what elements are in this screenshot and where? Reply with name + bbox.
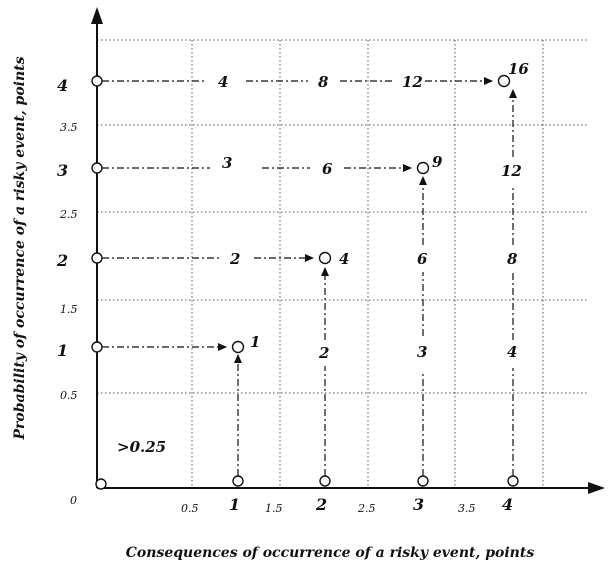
node-x1 (232, 475, 244, 487)
y-tick-1: 1 (57, 341, 68, 360)
y-tick-1-5: 1.5 (60, 303, 78, 316)
product-1: 1 (250, 333, 260, 351)
node-4 (318, 251, 332, 265)
y-tick-3-5: 3.5 (60, 121, 78, 134)
product-col3-a: 3 (417, 343, 427, 361)
product-col4-b: 8 (507, 250, 518, 268)
x-ticks: 0 0.5 1 1.5 2 2.5 3 3.5 4 (70, 494, 513, 515)
x-tick-3-5: 3.5 (458, 502, 476, 515)
product-9: 9 (432, 153, 443, 171)
y-tick-4: 4 (57, 76, 68, 95)
x-axis-title: Consequences of occurrence of a risky ev… (126, 545, 535, 561)
node-y2 (91, 252, 103, 264)
product-row3-a: 3 (222, 154, 232, 172)
product-row4-b: 8 (318, 73, 329, 91)
node-x3 (417, 475, 429, 487)
product-col4-a: 4 (507, 343, 517, 361)
x-tick-2: 2 (315, 495, 327, 514)
y-tick-0-5: 0.5 (60, 389, 78, 402)
column-arrows (234, 89, 517, 476)
node-x2 (319, 475, 331, 487)
node-y1 (91, 341, 103, 353)
product-col2-mid: 2 (318, 344, 329, 362)
y-ticks: 4 3.5 3 2.5 2 1.5 1 0.5 (56, 76, 78, 402)
product-row3-b: 6 (322, 160, 333, 178)
grid (97, 39, 588, 487)
x-tick-3: 3 (413, 495, 424, 514)
node-1 (231, 340, 245, 354)
node-y4 (91, 75, 103, 87)
region-label: >0.25 (117, 438, 166, 456)
node-origin (95, 478, 107, 490)
y-tick-3: 3 (57, 161, 68, 180)
x-tick-2-5: 2.5 (357, 502, 376, 515)
x-tick-0-5: 0.5 (181, 502, 199, 515)
product-col3-b: 6 (417, 250, 428, 268)
axes (91, 7, 605, 494)
node-y3 (91, 162, 103, 174)
y-tick-2-5: 2.5 (59, 208, 78, 221)
nodes (91, 74, 519, 490)
y-axis-title: Probability of occurrence of a risky eve… (12, 56, 28, 440)
product-4: 4 (339, 250, 349, 268)
product-labels: 1 2 4 3 6 9 4 8 12 16 2 3 6 4 8 12 (218, 60, 529, 362)
origin-label: 0 (70, 494, 77, 507)
node-16 (497, 74, 511, 88)
y-tick-2: 2 (56, 251, 68, 270)
node-9 (416, 161, 430, 175)
x-tick-1-5: 1.5 (265, 502, 283, 515)
product-col4-c: 12 (501, 162, 522, 180)
row-arrows (102, 77, 493, 351)
product-row4-a: 4 (218, 73, 228, 91)
x-tick-1: 1 (229, 495, 240, 514)
product-row4-c: 12 (402, 73, 423, 91)
product-row2-mid: 2 (229, 250, 240, 268)
x-tick-4: 4 (502, 495, 513, 514)
product-16: 16 (508, 60, 529, 78)
node-x4 (507, 475, 519, 487)
